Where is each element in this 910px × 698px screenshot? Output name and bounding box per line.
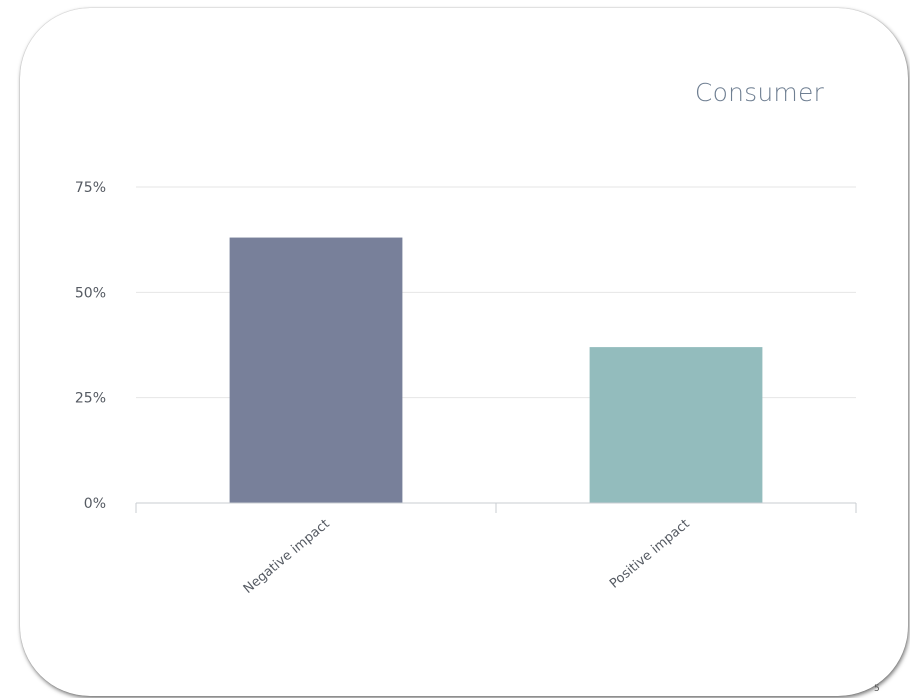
x-category-label: Positive impact: [607, 517, 692, 592]
bar: [589, 347, 763, 503]
y-tick-label: 50%: [75, 285, 106, 301]
bar-chart: 0% 25% 50% 75% Negative impact Positive impa…: [75, 180, 857, 597]
slide-card: Consumer 0% 25% 50% 75% Negative impact Posi…: [20, 8, 908, 696]
y-tick-label: 75%: [75, 180, 106, 196]
y-tick-label: 0%: [84, 496, 106, 512]
bars: [229, 237, 763, 503]
x-axis: [135, 502, 857, 513]
bar: [229, 237, 403, 503]
chart-title: Consumer: [694, 78, 824, 107]
page-number: 5: [874, 684, 880, 694]
x-axis-categories: Negative impact Positive impact: [241, 517, 693, 597]
y-axis-ticks: 0% 25% 50% 75%: [75, 180, 106, 512]
x-category-label: Negative impact: [241, 517, 333, 597]
y-tick-label: 25%: [75, 391, 106, 407]
